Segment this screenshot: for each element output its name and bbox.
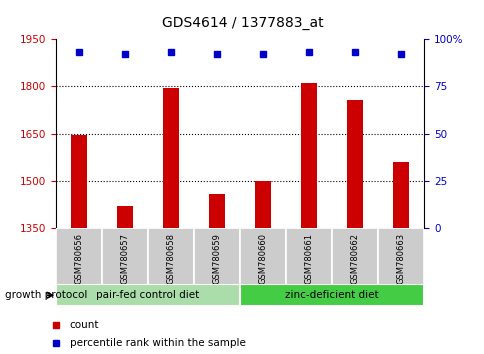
- Bar: [56, 228, 102, 285]
- Bar: [378, 228, 424, 285]
- Text: GSM780660: GSM780660: [258, 233, 267, 284]
- Bar: [71, 135, 87, 228]
- Text: GSM780657: GSM780657: [120, 233, 129, 284]
- Text: GSM780663: GSM780663: [396, 233, 405, 284]
- Bar: [117, 206, 133, 228]
- Text: count: count: [70, 320, 99, 330]
- Bar: [194, 228, 240, 285]
- Bar: [332, 228, 378, 285]
- Text: percentile rank within the sample: percentile rank within the sample: [70, 338, 245, 348]
- Bar: [209, 194, 225, 228]
- Text: growth protocol: growth protocol: [5, 290, 87, 300]
- Bar: [255, 181, 271, 228]
- Bar: [240, 228, 286, 285]
- Bar: [240, 284, 424, 306]
- Text: GSM780658: GSM780658: [166, 233, 175, 284]
- Bar: [163, 88, 179, 228]
- Text: zinc-deficient diet: zinc-deficient diet: [285, 290, 378, 300]
- Bar: [56, 284, 240, 306]
- Bar: [148, 228, 194, 285]
- Text: GSM780662: GSM780662: [350, 233, 359, 284]
- Text: GDS4614 / 1377883_at: GDS4614 / 1377883_at: [161, 16, 323, 30]
- Text: GSM780656: GSM780656: [74, 233, 83, 284]
- Bar: [393, 162, 408, 228]
- Bar: [347, 101, 363, 228]
- Bar: [301, 83, 317, 228]
- Text: pair-fed control diet: pair-fed control diet: [96, 290, 199, 300]
- Text: GSM780659: GSM780659: [212, 233, 221, 284]
- Bar: [286, 228, 332, 285]
- Text: GSM780661: GSM780661: [304, 233, 313, 284]
- Bar: [102, 228, 148, 285]
